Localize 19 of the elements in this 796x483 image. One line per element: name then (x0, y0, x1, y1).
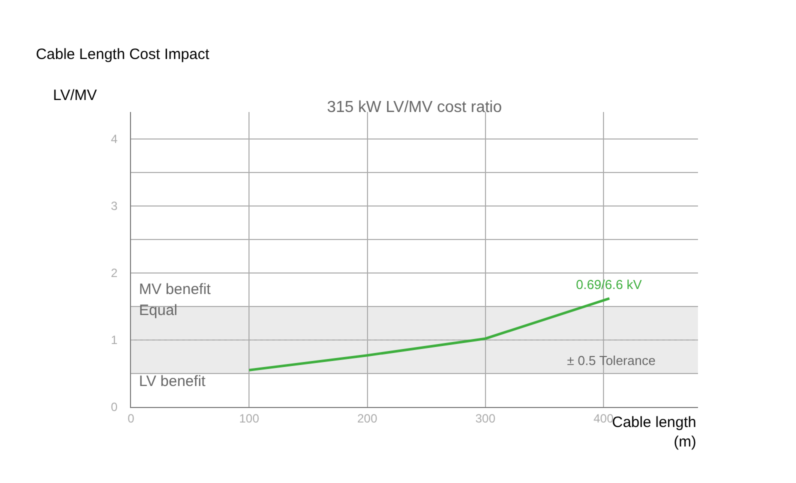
annotation: MV benefit (139, 281, 212, 298)
chart-subtitle: 315 kW LV/MV cost ratio (327, 99, 502, 116)
y-tick-label: 3 (110, 199, 118, 214)
x-tick-label: 100 (239, 411, 260, 426)
series-label: 0.69/6.6 kV (576, 277, 642, 292)
annotation: Equal (139, 302, 178, 319)
x-tick-label: 400 (593, 411, 614, 426)
annotation: LV benefit (139, 373, 206, 390)
y-axis-title: LV/MV (53, 87, 97, 104)
band-label: ± 0.5 Tolerance (567, 353, 656, 368)
y-tick-label: 4 (110, 132, 118, 146)
x-tick-label: 200 (357, 411, 378, 426)
chart-title: Cable Length Cost Impact (36, 46, 210, 63)
y-tick-label: 1 (110, 333, 118, 348)
y-tick-label: 0 (110, 400, 118, 414)
x-axis-title: Cable length (m) (612, 414, 696, 450)
y-tick-label: 2 (110, 266, 118, 280)
x-tick-label: 0 (128, 411, 135, 426)
x-tick-label: 300 (475, 411, 496, 426)
